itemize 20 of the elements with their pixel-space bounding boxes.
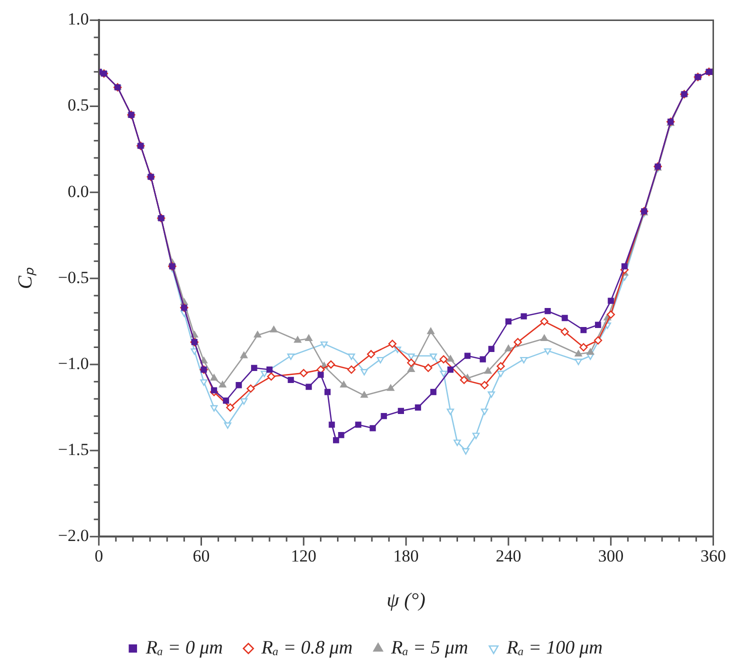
legend-label: Rₐ = 5 μm — [390, 638, 468, 658]
y-tick-label: −0.5 — [58, 268, 89, 287]
legend-label: Rₐ = 0.8 μm — [260, 638, 353, 658]
x-tick-label: 60 — [192, 546, 210, 566]
legend-label: Rₐ = 0 μm — [144, 638, 223, 658]
y-tick-label: 1.0 — [68, 10, 89, 29]
x-tick-label: 180 — [393, 546, 419, 566]
legend-label: Rₐ = 100 μm — [506, 638, 603, 658]
y-tick-label: −1.0 — [58, 354, 89, 373]
y-tick-label: −2.0 — [58, 526, 89, 546]
y-axis-title: Cₚ — [14, 266, 36, 290]
x-tick-label: 240 — [496, 546, 522, 566]
x-axis-title: ψ (°) — [386, 589, 426, 612]
y-tick-label: 0.0 — [68, 182, 89, 201]
x-tick-label: 360 — [700, 546, 726, 566]
x-tick-label: 0 — [94, 546, 104, 566]
x-tick-label: 300 — [598, 546, 624, 566]
y-tick-label: −1.5 — [58, 440, 89, 459]
y-tick-label: 0.5 — [68, 96, 89, 115]
x-tick-label: 120 — [290, 546, 316, 566]
